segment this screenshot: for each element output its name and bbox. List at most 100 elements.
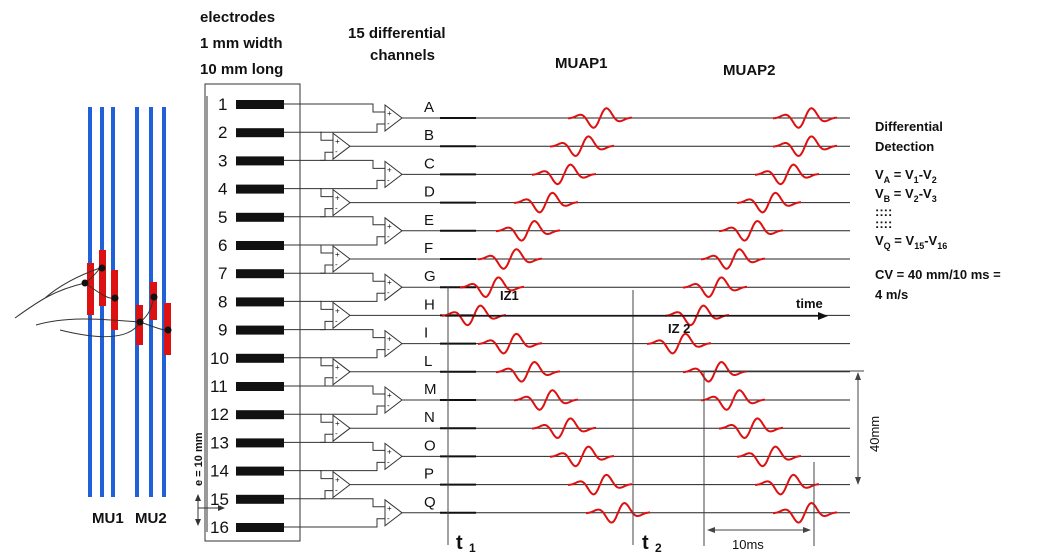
differential-amplifier (384, 273, 403, 302)
electrode-number: 5 (218, 208, 227, 227)
amp-input-wire (320, 357, 333, 367)
amp-input-wire (320, 208, 333, 218)
muap2-wave (701, 389, 765, 411)
amp-plus: + (387, 109, 392, 118)
channel-label: H (424, 296, 435, 313)
amp-plus: + (387, 165, 392, 174)
electrode-bar (236, 325, 284, 335)
channel-label: D (424, 184, 435, 201)
amp-plus: + (335, 363, 340, 372)
muap1-waveforms (442, 107, 650, 524)
amp-minus: - (387, 514, 390, 523)
electrode-bar (236, 382, 284, 391)
amp-minus: - (387, 232, 390, 241)
differential-amplifier (332, 188, 351, 217)
muap1-wave (496, 219, 560, 242)
muap1-wave (532, 163, 596, 186)
muap1-wave (550, 135, 614, 158)
endplate (99, 250, 106, 306)
electrode-bar (236, 241, 284, 250)
channel-label: M (424, 381, 437, 398)
amp-minus: - (335, 373, 338, 382)
electrode-bar (236, 269, 284, 279)
electrode-number: 12 (210, 405, 229, 424)
muscle-fibers (14, 107, 172, 497)
dist-10ms-label: 10ms (732, 537, 764, 552)
differential-amplifier (332, 470, 351, 499)
muap1-wave (514, 389, 578, 411)
muap1-wave (478, 248, 542, 270)
amp-plus: + (387, 278, 392, 287)
cv-line1: CV = 40 mm/10 ms = (875, 267, 1001, 282)
electrodes-header-line2: 1 mm width (200, 35, 283, 52)
amp-minus: - (387, 175, 390, 184)
electrode-bar (236, 438, 284, 448)
muap1-wave (550, 445, 614, 468)
time-axis-arrow (818, 312, 828, 320)
channel-label: G (424, 268, 436, 285)
channels-header-line2: channels (370, 47, 435, 64)
electrode-number: 1 (218, 95, 227, 114)
muap2-wave (773, 107, 837, 129)
time-label: time (796, 296, 823, 311)
electrode-number: 11 (210, 377, 228, 396)
amp-input-wire (320, 264, 333, 274)
amp-input-wire (320, 179, 385, 190)
electrode-bar (236, 184, 284, 194)
amp-plus: + (335, 306, 340, 315)
electrode-number: 16 (210, 518, 229, 537)
amp-input-wire (320, 272, 385, 282)
muap1-wave (568, 473, 632, 496)
amp-plus: + (335, 419, 340, 428)
amp-input-wire (320, 518, 385, 528)
amp-plus: + (387, 335, 392, 344)
electrode-bar (236, 523, 284, 532)
amp-input-wire (320, 498, 385, 508)
channel-label: F (424, 240, 433, 257)
electrode-bar (236, 353, 284, 363)
amp-minus: - (387, 457, 390, 466)
muap2-waveforms (647, 107, 837, 524)
motor-nerve (14, 264, 169, 338)
channel-label: L (424, 353, 432, 370)
amp-input-wire (320, 349, 385, 359)
t1-label: t (456, 532, 463, 554)
t2-sub: 2 (655, 541, 662, 554)
channel-label: N (424, 409, 435, 426)
muap1-wave (532, 417, 596, 440)
dist-40mm-label: 40mm (867, 416, 882, 452)
muap2-wave (737, 445, 801, 468)
channel-label: I (424, 325, 428, 342)
differential-amplifier (384, 216, 403, 245)
muap2-wave (719, 219, 783, 242)
electrode-number: 8 (218, 292, 227, 311)
mu2-label: MU2 (135, 510, 167, 527)
differential-amplifier (384, 385, 403, 415)
nerve-junction (111, 294, 119, 302)
amp-input-wire (320, 216, 385, 226)
electrode-number: 13 (210, 433, 229, 452)
mu1-label: MU1 (92, 510, 124, 527)
amp-plus: + (387, 447, 392, 456)
amp-input-wire (320, 123, 385, 133)
amp-minus: - (387, 119, 390, 128)
amp-plus: + (387, 222, 392, 231)
amp-input-wire (320, 244, 333, 254)
amp-input-wire (320, 103, 385, 113)
amp-input-wire (320, 441, 385, 451)
channels-header-line1: 15 differential (348, 25, 446, 42)
electrode-bar (236, 212, 284, 222)
electrode-number: 2 (218, 123, 227, 142)
nerve-junction (81, 279, 89, 287)
amp-minus: - (335, 147, 338, 156)
cv-line2: 4 m/s (875, 287, 908, 302)
amp-input-wire (320, 300, 333, 310)
info-title-line2: Detection (875, 139, 934, 154)
channel-label: C (424, 155, 435, 172)
differential-amplifier (384, 498, 403, 527)
muap1-wave (514, 191, 578, 214)
amplifiers: +-A+-B+-C+-D+-E+-F+-G+-H+-I+-L+-M+-N+-O+… (320, 99, 440, 528)
differential-amplifier (384, 160, 403, 189)
spacing-annotation: e = 10 mm (193, 432, 225, 526)
